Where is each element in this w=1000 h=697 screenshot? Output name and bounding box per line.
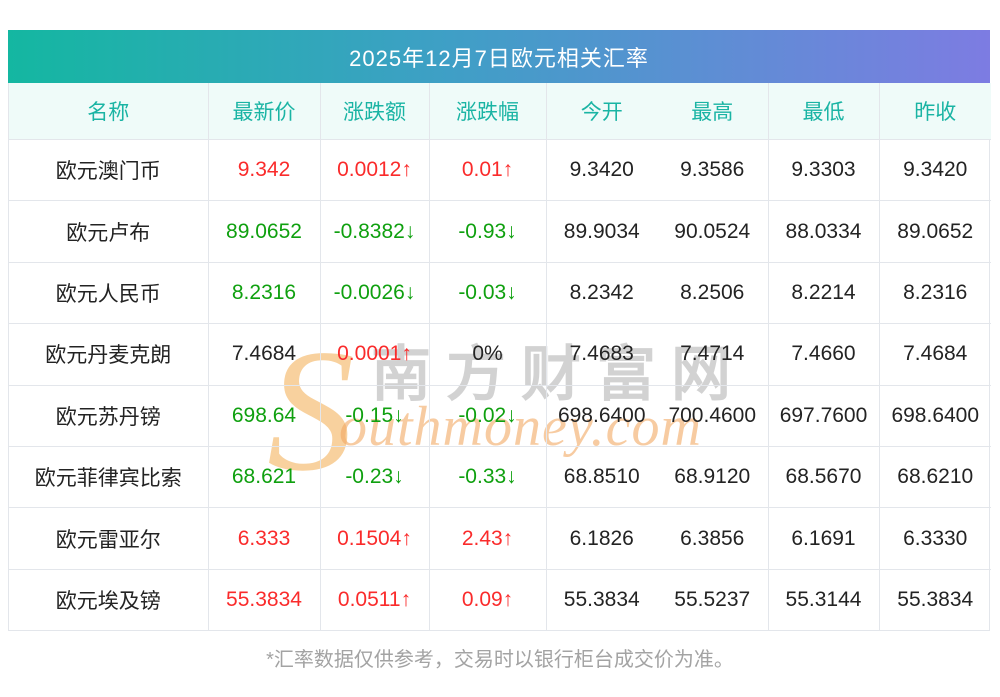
col-header-open: 今开	[546, 83, 657, 140]
cell-prev-close: 6.3330	[879, 507, 991, 570]
cell-low: 697.7600	[768, 385, 880, 447]
cell-name: 欧元苏丹镑	[9, 385, 209, 447]
cell-open: 6.1826	[546, 507, 657, 570]
table-title: 2025年12月7日欧元相关汇率	[349, 45, 649, 71]
cell-pct: 0%	[429, 323, 547, 386]
cell-pct: 0.09↑	[429, 569, 547, 631]
cell-prev-close: 8.2316	[879, 262, 991, 325]
col-header-change: 涨跌额	[320, 83, 430, 140]
cell-open: 89.9034	[546, 200, 657, 263]
cell-pct: -0.93↓	[429, 200, 547, 263]
cell-high: 8.2506	[657, 262, 769, 325]
cell-latest: 68.621	[208, 446, 321, 509]
cell-low: 9.3303	[768, 139, 880, 202]
cell-change: -0.15↓	[320, 385, 430, 447]
cell-pct: -0.03↓	[429, 262, 547, 325]
cell-name: 欧元人民币	[9, 262, 209, 325]
cell-prev-close: 55.3834	[897, 587, 974, 611]
cell-low: 88.0334	[768, 200, 880, 263]
cell-latest: 7.4684	[208, 323, 321, 386]
table-row: 欧元埃及镑 55.3834 0.0511↑ 0.09↑ 55.3834 55.5237 55…	[9, 569, 991, 631]
cell-high: 9.3586	[657, 139, 769, 202]
table-row: 欧元丹麦克朗 7.4684 0.0001↑ 0% 7.4683 7.4714 7.4660 7…	[9, 323, 991, 386]
cell-prev-close: 68.6210	[879, 446, 991, 509]
cell-high: 55.5237	[657, 569, 769, 631]
cell-open: 68.8510	[546, 446, 657, 509]
cell-high: 90.0524	[657, 200, 769, 263]
header-row: 名称 最新价 涨跌额 涨跌幅 今开 最高 最低 昨收	[9, 83, 991, 140]
cell-low: 7.4660	[768, 323, 880, 386]
disclaimer-text: *汇率数据仅供参考，交易时以银行柜台成交价为准。	[266, 649, 734, 671]
cell-change: -0.0026↓	[320, 262, 430, 325]
cell-low: 8.2214	[768, 262, 880, 325]
col-header-pct: 涨跌幅	[429, 83, 547, 140]
cell-change: -0.23↓	[320, 446, 430, 509]
cell-pct: -0.33↓	[429, 446, 547, 509]
col-header-high: 最高	[657, 83, 769, 140]
table-row: 欧元澳门币 9.342 0.0012↑ 0.01↑ 9.3420 9.3586 9.3303…	[9, 139, 991, 202]
cell-change: 0.0001↑	[320, 323, 430, 386]
cell-change: 0.0012↑	[320, 139, 430, 202]
cell-name: 欧元雷亚尔	[9, 507, 209, 570]
cell-change: 0.0511↑	[320, 569, 430, 631]
cell-prev-close: 698.6400	[879, 385, 991, 447]
cell-high: 7.4714	[657, 323, 769, 386]
cell-name: 欧元埃及镑	[9, 569, 209, 631]
cell-change: -0.8382↓	[320, 200, 430, 263]
cell-prev-close: 9.3420	[879, 139, 991, 202]
cell-latest: 9.342	[208, 139, 321, 202]
col-header-name: 名称	[9, 83, 209, 140]
cell-high: 68.9120	[657, 446, 769, 509]
col-header-low: 最低	[768, 83, 880, 140]
cell-open: 698.6400	[546, 385, 657, 447]
cell-latest: 55.3834	[208, 569, 321, 631]
cell-high: 700.4600	[657, 385, 769, 447]
exchange-rate-panel: 2025年12月7日欧元相关汇率 S 南方财富网 outhmoney.com 名…	[8, 30, 991, 632]
cell-prev-close: 7.4684	[879, 323, 991, 386]
cell-name: 欧元澳门币	[9, 139, 209, 202]
table-frame: S 南方财富网 outhmoney.com 名称 最新价 涨跌额 涨跌幅 今开	[8, 83, 991, 632]
table-row: 欧元卢布 89.0652 -0.8382↓ -0.93↓ 89.9034 90.0524 8…	[9, 200, 991, 263]
cell-latest: 6.333	[208, 507, 321, 570]
cell-low: 55.3144	[768, 569, 880, 631]
cell-open: 7.4683	[546, 323, 657, 386]
cell-open: 55.3834	[563, 587, 640, 611]
cell-pct: 0.01↑	[429, 139, 547, 202]
table-row: 欧元雷亚尔 6.333 0.1504↑ 2.43↑ 6.1826 6.3856 6.1691…	[9, 507, 991, 570]
cell-name: 欧元丹麦克朗	[9, 323, 209, 386]
table-title-bar: 2025年12月7日欧元相关汇率	[8, 30, 990, 83]
col-header-latest: 最新价	[208, 83, 321, 140]
cell-latest: 89.0652	[208, 200, 321, 263]
cell-open: 9.3420	[546, 139, 657, 202]
table-row: 欧元苏丹镑 698.64 -0.15↓ -0.02↓ 698.6400 700.4600 6…	[9, 385, 991, 447]
cell-latest: 698.64	[208, 385, 321, 447]
cell-prev-close: 89.0652	[879, 200, 991, 263]
table-row: 欧元人民币 8.2316 -0.0026↓ -0.03↓ 8.2342 8.2506 8.2…	[9, 262, 991, 325]
cell-low: 6.1691	[768, 507, 880, 570]
cell-change: 0.1504↑	[320, 507, 430, 570]
cell-name: 欧元菲律宾比索	[9, 446, 209, 509]
cell-low: 68.5670	[768, 446, 880, 509]
table-body: 欧元澳门币 9.342 0.0012↑ 0.01↑ 9.3420 9.3586 9.3303…	[9, 139, 991, 631]
cell-open: 8.2342	[546, 262, 657, 325]
cell-name: 欧元卢布	[9, 200, 209, 263]
rates-table: 名称 最新价 涨跌额 涨跌幅 今开 最高 最低 昨收 欧元澳门币 9.342 0.0…	[9, 83, 991, 631]
col-header-prev-close: 昨收	[879, 83, 991, 140]
cell-pct: 2.43↑	[429, 507, 547, 570]
cell-high: 6.3856	[657, 507, 769, 570]
table-row: 欧元菲律宾比索 68.621 -0.23↓ -0.33↓ 68.8510 68.9120 6…	[9, 446, 991, 509]
cell-pct: -0.02↓	[429, 385, 547, 447]
cell-latest: 8.2316	[208, 262, 321, 325]
